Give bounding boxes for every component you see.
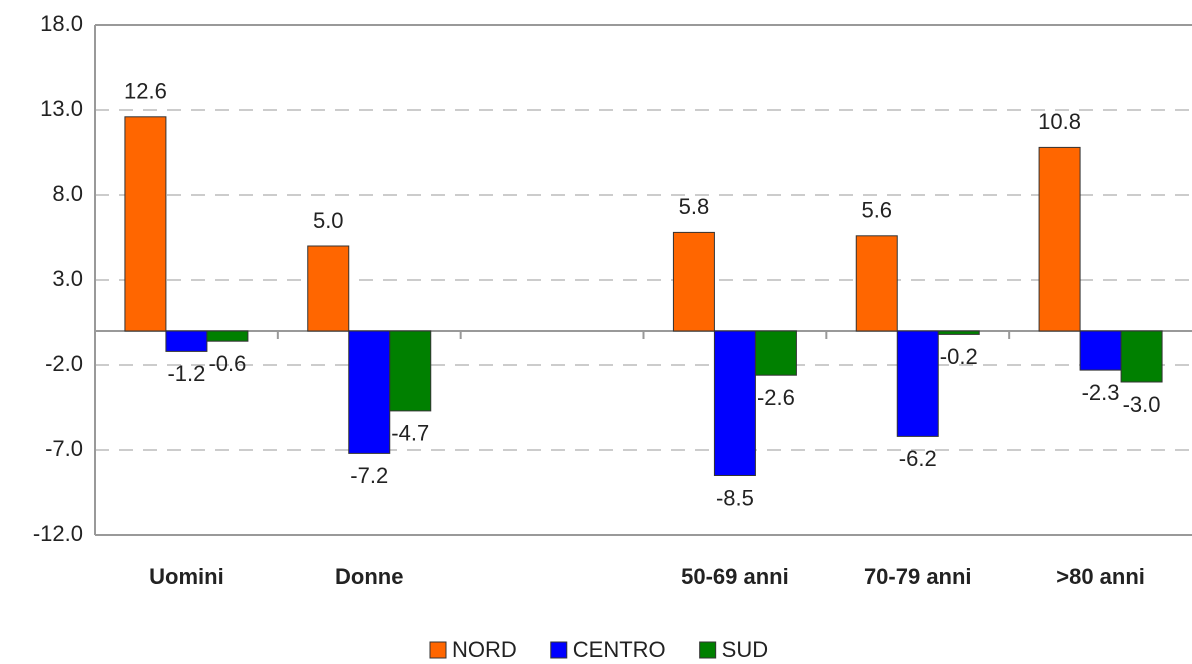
value-label: -2.6 [757,385,795,410]
bar [206,330,249,342]
legend-label: NORD [452,637,517,662]
value-label: 10.8 [1038,109,1081,134]
bar [937,330,980,335]
bar [855,235,898,332]
y-tick-label: -7.0 [45,436,83,461]
value-label: -0.6 [208,351,246,376]
value-label: 5.6 [861,198,892,223]
legend-swatch [429,641,447,659]
bar [1079,330,1122,371]
value-label: -4.7 [391,421,429,446]
y-tick-label: 3.0 [52,266,83,291]
bar [1120,330,1163,383]
y-tick-label: 13.0 [40,96,83,121]
value-label: 5.8 [679,194,710,219]
y-tick-label: -12.0 [33,521,83,546]
bar [124,116,167,332]
bar [389,330,432,412]
bar [1038,146,1081,332]
bar [713,330,756,476]
value-label: 5.0 [313,208,344,233]
bar [896,330,939,437]
y-tick-label: 8.0 [52,181,83,206]
legend-swatch [699,641,717,659]
x-tick-label: Uomini [149,564,224,589]
value-label: 12.6 [124,79,167,104]
x-tick-label: 70-79 anni [864,564,972,589]
bar [165,330,208,352]
value-label: -7.2 [350,463,388,488]
legend-label: CENTRO [573,637,666,662]
value-label: -1.2 [167,361,205,386]
value-label: -0.2 [940,344,978,369]
value-label: -2.3 [1082,380,1120,405]
bar [754,330,797,376]
x-tick-label: >80 anni [1056,564,1145,589]
bar [307,245,350,332]
value-label: -8.5 [716,485,754,510]
value-label: -3.0 [1123,392,1161,417]
y-tick-label: 18.0 [40,11,83,36]
y-tick-label: -2.0 [45,351,83,376]
legend-label: SUD [722,637,768,662]
value-label: -6.2 [899,446,937,471]
x-tick-label: Donne [335,564,403,589]
bar [672,231,715,332]
x-tick-label: 50-69 anni [681,564,789,589]
bar [348,330,391,454]
legend-swatch [550,641,568,659]
